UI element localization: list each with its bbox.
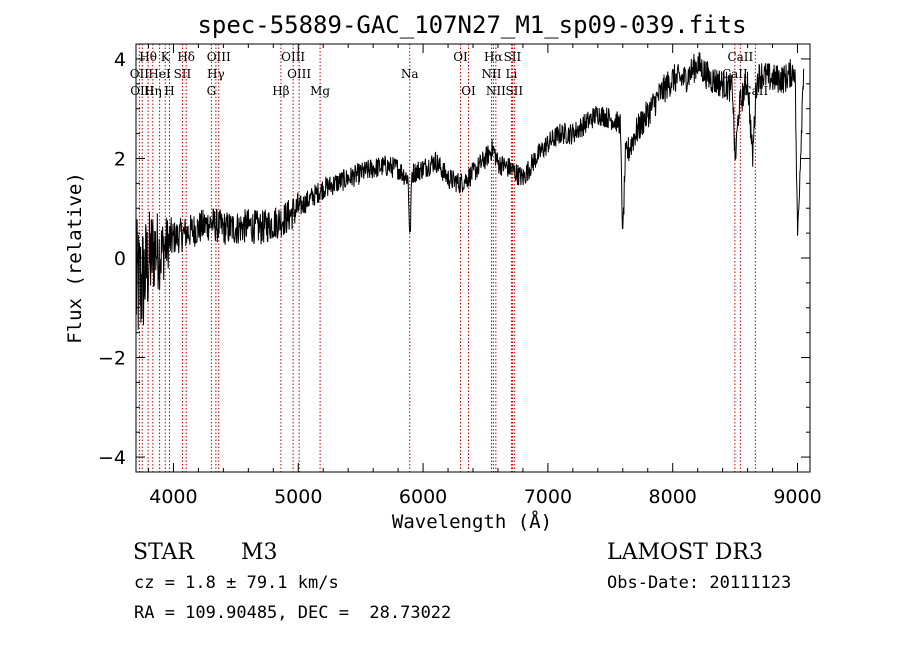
line-label: H [164,84,174,98]
line-label: SII [504,50,522,64]
x-tick-label: 4000 [149,486,197,508]
redshift-cz: cz = 1.8 ± 79.1 km/s [134,573,339,593]
line-label: K [161,50,171,64]
line-label: NII [481,67,501,81]
line-label: Hβ [272,84,289,98]
line-label: NII [486,84,506,98]
x-axis: 4000 5000 6000 7000 8000 9000 [147,44,822,508]
obs-date: Obs-Date: 20111123 [607,573,792,593]
line-label: OI [453,50,468,64]
plot-frame [135,43,811,473]
x-tick-label: 5000 [274,486,322,508]
line-label: Hθ [139,50,157,64]
line-label: OI [461,84,476,98]
line-label: Li [506,67,518,81]
x-tick-label: 6000 [399,486,447,508]
object-class: STAR [133,540,194,565]
y-axis-label: Flux (relative) [64,172,86,344]
y-tick-label: 0 [114,248,126,270]
object-subclass: M3 [241,540,278,565]
line-label: CaII [722,67,748,81]
line-label: SII [505,84,523,98]
y-tick-label: −2 [98,348,126,370]
line-label: OIII [287,67,311,81]
line-label: Hδ [177,50,195,64]
x-axis-label: Wavelength (Å) [392,510,552,533]
line-markers [138,44,756,472]
y-axis: −4 −2 0 2 4 [98,49,810,469]
x-tick-label: 8000 [649,486,697,508]
line-label: SII [174,67,192,81]
line-label: Hα [484,50,503,64]
line-label: OIII [207,50,231,64]
line-label: HeI [148,67,171,81]
chart-title: spec-55889-GAC_107N27_M1_sp09-039.fits [197,11,746,39]
x-tick-label: 9000 [773,486,821,508]
coordinates: RA = 109.90485, DEC = 28.73022 [134,603,452,623]
line-label: Na [401,67,419,81]
y-tick-label: 2 [114,148,126,170]
y-tick-label: −4 [98,447,126,469]
line-label: Mg [310,84,330,98]
line-label: OII [130,67,150,81]
line-label: OIII [281,50,305,64]
line-label: Hγ [207,67,225,81]
survey-name: LAMOST DR3 [607,540,763,565]
y-tick-label: 4 [114,49,126,71]
spectrum-line [135,52,805,330]
line-label: CaII [727,50,753,64]
x-tick-label: 7000 [524,486,572,508]
line-label: G [207,84,217,98]
line-label: Hη [144,84,162,98]
